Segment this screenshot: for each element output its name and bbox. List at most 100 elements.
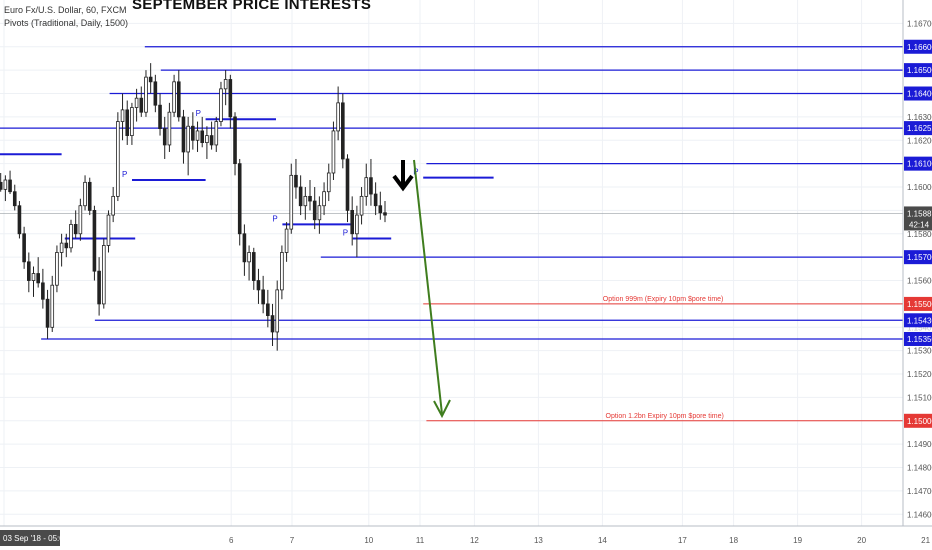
symbol-label[interactable]: Euro Fx/U.S. Dollar, 60, FXCM — [4, 5, 127, 15]
candle-body — [36, 273, 40, 284]
candle-body — [326, 172, 331, 193]
candle-body — [22, 233, 26, 263]
candle-body — [275, 289, 280, 333]
level-price-label-bg — [904, 63, 932, 78]
candle-body — [266, 303, 270, 316]
candle-body — [41, 282, 45, 300]
current-price-label: 1.15887 — [907, 209, 932, 218]
candle-body — [116, 121, 120, 197]
time-tick-label: 19 — [793, 536, 802, 545]
level-price-label-bg — [904, 86, 932, 101]
price-tick-label: 1.15200 — [907, 370, 932, 379]
level-price-label: 1.16100 — [907, 160, 932, 169]
candle-body — [317, 205, 322, 221]
time-tick-label: 13 — [534, 536, 543, 545]
option-line-label: Option 1.2bn Expiry 10pm $pore time) — [606, 413, 724, 420]
candle-body — [270, 315, 275, 333]
candle-body — [73, 224, 78, 235]
annotations — [392, 159, 451, 419]
price-tick-label: 1.16300 — [907, 113, 932, 122]
candle-body — [336, 102, 340, 132]
candle-body — [364, 177, 369, 197]
candle-body — [284, 228, 289, 253]
time-cursor-label-bg — [0, 530, 60, 546]
level-price-label: 1.16252 — [907, 124, 932, 133]
time-tick-label: 20 — [857, 536, 866, 545]
time-axis[interactable]: 03 Sep '18 - 05:00 6 7 10 11 12 13 14 17 18 19 20 21… — [0, 525, 932, 550]
candle-body — [83, 181, 87, 207]
candle-body — [247, 252, 251, 263]
pivot-label: P — [272, 214, 277, 223]
candle-body — [125, 109, 130, 136]
candle-body — [92, 209, 97, 272]
pivot-label: P — [196, 109, 201, 118]
candle-body — [308, 195, 312, 202]
candle-body — [87, 181, 92, 211]
candle-body — [64, 242, 69, 249]
level-price-label: 1.15430 — [907, 316, 932, 325]
candle-body — [256, 280, 261, 291]
candle-body — [31, 273, 36, 281]
candle-body — [0, 181, 3, 190]
time-tick-label: 7 — [290, 536, 295, 545]
price-tick-label: 1.14600 — [907, 510, 932, 519]
time-tick-label: 11 — [416, 536, 425, 545]
candle-body — [50, 284, 55, 328]
price-tick-label: 1.16200 — [907, 136, 932, 145]
grid — [0, 0, 927, 526]
price-tick-label: 1.16000 — [907, 183, 932, 192]
option-price-label: 1.15500 — [907, 300, 932, 309]
level-price-label-bg — [904, 156, 932, 171]
candle-body — [3, 179, 8, 190]
current-price-label-bg — [904, 206, 932, 231]
level-price-label: 1.15700 — [907, 253, 932, 262]
candle-body — [289, 174, 294, 230]
candle-body — [373, 193, 378, 207]
candle-body — [345, 158, 350, 211]
candle-body — [162, 128, 167, 146]
chart-title: SEPTEMBER PRICE INTERESTS — [132, 0, 372, 13]
price-tick-label: 1.15300 — [907, 347, 932, 356]
candle-body — [331, 130, 336, 174]
price-axis[interactable]: 1.16700 1.16600 1.16500 1.16400 1.16300 1.162… — [902, 0, 932, 526]
green-arrow-shaft — [413, 159, 443, 415]
bar-countdown-label: 42:14 — [909, 220, 930, 229]
time-tick-label: 18 — [729, 536, 738, 545]
level-price-label-bg — [904, 39, 932, 54]
time-tick-label: 03 Sep '18 - 05:00 — [3, 534, 69, 543]
candle-body — [176, 81, 181, 118]
candle-body — [214, 121, 219, 146]
candle-body — [172, 81, 176, 113]
candle-body — [303, 195, 308, 207]
candle-body — [59, 242, 64, 253]
candle-body — [322, 191, 326, 207]
candle-body — [8, 179, 12, 193]
candle-body — [106, 214, 111, 246]
candle-body — [97, 270, 101, 305]
candle-body — [101, 245, 106, 305]
candle-body — [280, 252, 284, 291]
candle-body — [200, 130, 205, 144]
candle-body — [341, 102, 345, 160]
candle-body — [148, 76, 153, 83]
candle-body — [195, 130, 200, 141]
candle-body — [167, 111, 172, 146]
price-tick-label: 1.15100 — [907, 393, 932, 402]
candle-body — [120, 109, 125, 122]
time-tick-label: 21 — [921, 536, 930, 545]
candle-body — [378, 205, 383, 214]
green-arrow-head — [433, 399, 451, 419]
candle-body — [45, 298, 50, 328]
indicator-label[interactable]: Pivots (Traditional, Daily, 1500) — [4, 18, 129, 28]
black-arrow-head — [392, 174, 414, 192]
time-tick-label: 6 — [229, 536, 234, 545]
candle-body — [158, 104, 162, 129]
time-tick-label: 14 — [598, 536, 607, 545]
candle-body — [219, 88, 223, 122]
candle-body — [359, 195, 364, 216]
candle-body — [12, 191, 17, 207]
time-axis-bg — [0, 526, 932, 550]
